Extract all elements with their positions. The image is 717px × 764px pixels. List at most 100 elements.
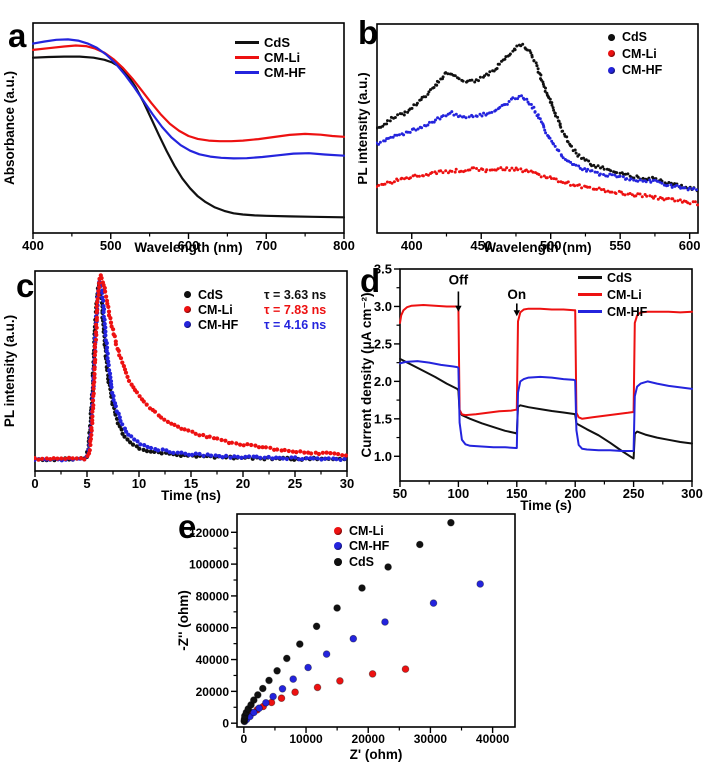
svg-text:Time (ns): Time (ns) <box>161 488 221 503</box>
svg-text:PL intensity (a.u.): PL intensity (a.u.) <box>2 315 17 427</box>
legend-label: CM-Li <box>622 46 657 61</box>
legend-swatch-dot <box>334 557 342 566</box>
absorbance-chart: 400 500 600 700 800 Wavelength (nm) Absorbance… <box>2 22 355 255</box>
panel-b-legend: CdS CM-Li CM-HF <box>608 29 662 79</box>
svg-text:3.0: 3.0 <box>374 299 392 314</box>
svg-text:10000: 10000 <box>289 732 323 746</box>
legend-swatch-dot <box>184 306 191 313</box>
svg-text:450: 450 <box>470 238 492 253</box>
legend-item: CM-HF <box>578 303 647 320</box>
svg-text:80000: 80000 <box>196 589 230 603</box>
legend-label: CM-HF <box>622 63 663 78</box>
panel-d-legend: CdS CM-Li CM-HF <box>578 269 647 320</box>
legend-label: CM-Li <box>198 302 233 317</box>
legend-label: CdS <box>264 35 290 50</box>
legend-swatch-line <box>235 41 259 44</box>
pl-decay-chart: 0 5 10 15 20 25 30 Time (ns) PL intensity (a.u.) <box>2 270 354 503</box>
svg-text:Off: Off <box>449 273 469 288</box>
panel-e: 0 10000 20000 30000 40000 0 20000 40000 60000 800… <box>150 508 580 764</box>
legend-swatch-dot <box>334 526 342 535</box>
panel-b: 400 450 500 550 600 Wavelength (nm) PL intensi… <box>358 0 717 258</box>
svg-text:20: 20 <box>236 476 250 491</box>
legend-label: CM-HF <box>607 304 648 319</box>
legend-label: CM-Li <box>349 523 384 538</box>
svg-text:PL intensity (a.u.): PL intensity (a.u.) <box>358 72 370 184</box>
svg-text:Wavelength (nm): Wavelength (nm) <box>134 240 242 255</box>
svg-text:250: 250 <box>623 486 645 501</box>
svg-text:120000: 120000 <box>189 526 229 540</box>
svg-text:40000: 40000 <box>476 732 510 746</box>
panel-a-legend: CdS CM-Li CM-HF <box>235 35 306 80</box>
legend-swatch-dot <box>608 66 615 74</box>
legend-swatch-line <box>235 56 259 59</box>
panel-c-letter: c <box>16 267 35 304</box>
nyquist-chart: 0 10000 20000 30000 40000 0 20000 40000 60000 800… <box>176 513 516 762</box>
panel-b-letter: b <box>358 14 379 51</box>
svg-text:2.5: 2.5 <box>374 336 392 351</box>
lifetime-value: τ = 4.16 ns <box>264 317 327 332</box>
svg-text:60000: 60000 <box>196 621 230 635</box>
legend-swatch-dot <box>608 50 615 58</box>
svg-text:100000: 100000 <box>189 558 229 572</box>
legend-label: CM-HF <box>198 317 239 332</box>
pl-spectra-chart: 400 450 500 550 600 Wavelength (nm) PL intensi… <box>358 23 701 255</box>
legend-item: CM-Li <box>608 46 662 63</box>
svg-text:0: 0 <box>31 476 38 491</box>
legend-label: CdS <box>622 30 647 45</box>
svg-text:Current density (μA cm⁻²): Current density (μA cm⁻²) <box>359 293 374 458</box>
svg-text:150: 150 <box>506 486 528 501</box>
svg-text:50: 50 <box>393 486 407 501</box>
panel-d-letter: d <box>360 262 381 299</box>
svg-text:400: 400 <box>401 238 423 253</box>
svg-text:20000: 20000 <box>352 732 386 746</box>
svg-text:Absorbance (a.u.): Absorbance (a.u.) <box>2 71 17 185</box>
legend-item: CdS <box>608 29 662 46</box>
legend-label: CM-Li <box>264 50 301 65</box>
legend-item: CdS <box>334 554 389 570</box>
svg-text:550: 550 <box>609 238 631 253</box>
svg-text:400: 400 <box>22 238 44 253</box>
panel-c: 0 5 10 15 20 25 30 Time (ns) PL intensity (a.u.)… <box>0 258 358 513</box>
lifetime-value: τ = 3.63 ns <box>264 287 327 302</box>
svg-text:Time (s): Time (s) <box>520 498 572 513</box>
legend-item: CM-HF <box>235 65 306 80</box>
svg-text:Wavelength (nm): Wavelength (nm) <box>483 240 591 255</box>
legend-item: CM-HF τ = 4.16 ns <box>184 317 326 332</box>
panel-a-letter: a <box>8 17 27 54</box>
svg-text:On: On <box>507 287 526 302</box>
svg-text:500: 500 <box>540 238 562 253</box>
svg-text:30: 30 <box>340 476 354 491</box>
svg-text:Z' (ohm): Z' (ohm) <box>350 747 403 762</box>
legend-label: CM-HF <box>349 539 390 554</box>
svg-text:25: 25 <box>288 476 302 491</box>
svg-text:700: 700 <box>255 238 277 253</box>
svg-text:5: 5 <box>83 476 90 491</box>
legend-label: CdS <box>607 270 632 285</box>
legend-item: CM-HF <box>608 62 662 79</box>
svg-text:1.5: 1.5 <box>374 411 392 426</box>
legend-swatch-line <box>578 276 602 279</box>
svg-text:40000: 40000 <box>196 653 230 667</box>
legend-swatch-line <box>578 310 602 313</box>
legend-item: CM-Li τ = 7.83 ns <box>184 302 326 317</box>
legend-item: CM-Li <box>578 286 647 303</box>
svg-text:600: 600 <box>178 238 200 253</box>
svg-text:10: 10 <box>132 476 146 491</box>
legend-label: CM-Li <box>607 287 642 302</box>
legend-item: CdS τ = 3.63 ns <box>184 287 326 302</box>
legend-item: CM-Li <box>235 50 306 65</box>
panel-d: 50 100 150 200 250 300 1.0 1.5 2.0 2.5 3.0 3.5 Off On… <box>358 258 717 514</box>
legend-swatch-line <box>578 293 602 296</box>
legend-item: CdS <box>578 269 647 286</box>
legend-label: CdS <box>349 554 374 569</box>
svg-text:15: 15 <box>184 476 198 491</box>
svg-text:2.0: 2.0 <box>374 374 392 389</box>
svg-text:0: 0 <box>240 732 247 746</box>
svg-text:1.0: 1.0 <box>374 449 392 464</box>
legend-item: CM-HF <box>334 539 389 555</box>
svg-text:0: 0 <box>222 717 229 731</box>
panel-e-letter: e <box>178 508 197 545</box>
legend-item: CdS <box>235 35 306 50</box>
legend-item: CM-Li <box>334 523 389 539</box>
